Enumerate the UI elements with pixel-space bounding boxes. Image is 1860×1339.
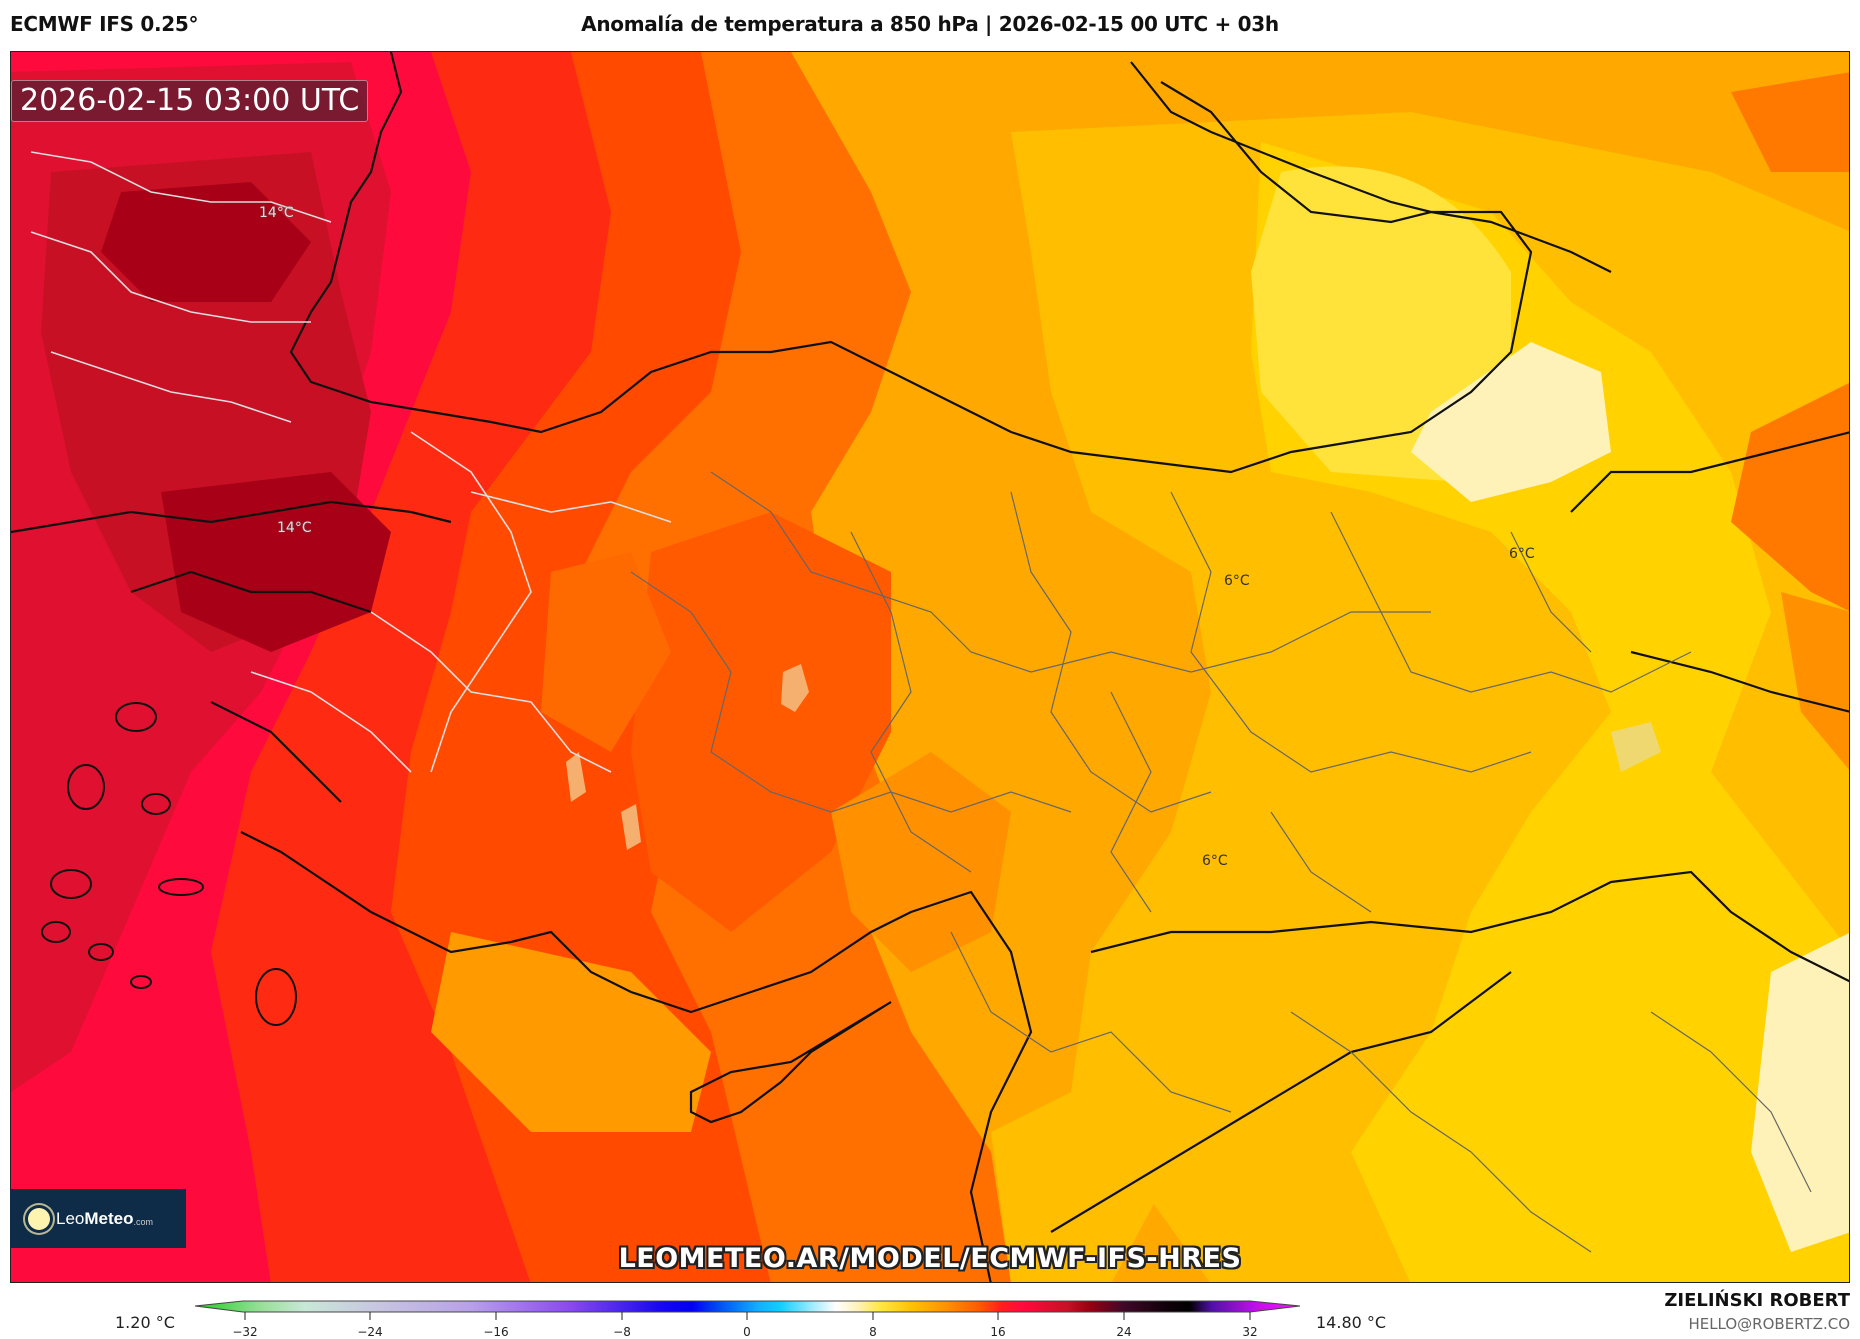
colorbar-tick-label: −8 bbox=[613, 1325, 631, 1339]
leometeo-logo[interactable]: Leo Meteo .com bbox=[10, 1189, 186, 1248]
temperature-anomaly-map: 2026-02-15 03:00 UTC 14°C 14°C 6°C 6°C 6… bbox=[10, 51, 1850, 1283]
sun-icon bbox=[28, 1207, 50, 1230]
colorbar-tick-label: 8 bbox=[869, 1325, 877, 1339]
logo-text-meteo: Meteo bbox=[84, 1208, 134, 1228]
source-url-watermark: LEOMETEO.AR/MODEL/ECMWF-IFS-HRES bbox=[618, 1243, 1242, 1274]
colorbar-max-value: 14.80 °C bbox=[1316, 1313, 1387, 1332]
colorbar-tick-label: −16 bbox=[483, 1325, 509, 1339]
colorbar-min-value: 1.20 °C bbox=[115, 1313, 175, 1332]
colorbar-tick-label: −24 bbox=[357, 1325, 383, 1339]
colorbar bbox=[194, 1300, 1301, 1320]
logo-text-leo: Leo bbox=[56, 1208, 85, 1228]
contour-label: 14°C bbox=[277, 520, 312, 536]
author-name: ZIELIŃSKI ROBERT bbox=[1664, 1290, 1850, 1311]
colorbar-tick-label: −32 bbox=[232, 1325, 258, 1339]
contour-label: 14°C bbox=[259, 205, 294, 221]
author-email: HELLO@ROBERTZ.CO bbox=[1688, 1315, 1850, 1333]
colorbar-tick-label: 24 bbox=[1116, 1325, 1132, 1339]
map-fill bbox=[11, 52, 1849, 1282]
contour-label: 6°C bbox=[1509, 546, 1535, 562]
colorbar-tick-label: 16 bbox=[990, 1325, 1006, 1339]
contour-label: 6°C bbox=[1202, 853, 1228, 869]
model-name: ECMWF IFS 0.25° bbox=[10, 12, 199, 36]
logo-text-com: .com bbox=[133, 1216, 154, 1227]
valid-time-badge: 2026-02-15 03:00 UTC bbox=[11, 80, 369, 122]
chart-title: Anomalía de temperatura a 850 hPa | 2026… bbox=[581, 12, 1279, 36]
contour-label: 6°C bbox=[1224, 573, 1250, 589]
colorbar-tick-label: 0 bbox=[743, 1325, 751, 1339]
colorbar-tick-label: 32 bbox=[1242, 1325, 1258, 1339]
